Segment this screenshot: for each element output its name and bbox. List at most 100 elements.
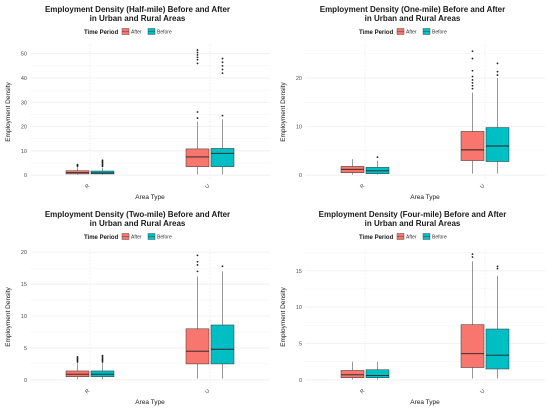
legend-label-after: After [406,235,417,241]
legend-title: Time Period [84,30,119,36]
chart-title: Employment Density (Half-mile) Before an… [45,5,230,14]
outlier-point [196,260,199,263]
y-tick-label: 0 [299,173,302,179]
legend-title: Time Period [84,235,119,241]
outlier-point [196,51,199,54]
outlier-point [471,81,474,84]
box-before-u [485,62,510,174]
chart-title-line2: in Urban and Rural Areas [365,219,461,228]
x-tick-label-u: U [479,183,486,190]
legend-label-before: Before [157,235,172,241]
box-iqr [340,370,365,378]
y-tick-label: 5 [24,346,27,352]
box-iqr [210,148,235,167]
outlier-point [101,356,104,358]
box-before-u [485,265,510,379]
panel-four-mile: Employment Density (Four-mile) Before an… [275,205,550,410]
outlier-point [196,56,199,59]
x-tick-label-r: R [84,388,91,395]
x-tick-label-r: R [359,388,366,395]
grid [30,44,270,180]
outlier-point [496,265,499,268]
outlier-point [221,61,224,64]
outlier-point [101,357,104,360]
x-tick-label-u: U [204,183,211,190]
y-tick-label: 20 [296,76,302,82]
box-iqr [485,127,510,162]
y-tick-label: 0 [24,173,27,179]
outlier-point [76,361,79,363]
outlier-point [196,62,199,65]
legend: Time Period After Before [84,233,172,241]
chart-title: Employment Density (One-mile) Before and… [320,5,506,14]
box-before-u [210,57,235,175]
chart-two-mile: Employment Density (Two-mile) Before and… [5,210,270,406]
box-after-u [185,254,210,379]
x-tick-label-u: U [479,388,486,395]
outlier-point [221,72,224,75]
outlier-point [376,156,379,159]
outlier-point [471,79,474,81]
box-after-r [340,361,365,380]
box-after-u [460,50,485,174]
x-tick-label-u: U [204,388,211,395]
grid [305,44,545,180]
x-axis-label: Area Type [135,194,165,201]
outlier-point [196,270,199,273]
panel-half-mile: Employment Density (Half-mile) Before an… [0,0,275,205]
outlier-point [76,357,79,360]
legend: Time Period After Before [84,28,172,36]
y-tick-label: 20 [21,125,27,131]
chart-title-line2: in Urban and Rural Areas [90,219,186,228]
y-tick-label: 10 [296,305,302,311]
legend: Time Period After Before [359,28,447,36]
outlier-point [101,159,104,162]
outlier-point [196,254,199,257]
outlier-point [76,358,79,361]
y-tick-label: 10 [21,314,27,320]
box-iqr [210,324,235,365]
outlier-point [471,87,474,90]
box-before-r [90,354,115,380]
y-axis-label: Employment Density [280,286,287,346]
outlier-point [496,62,499,65]
outlier-point [471,69,474,72]
outlier-point [76,356,79,358]
box-before-r [365,361,390,380]
box-after-r [340,159,365,175]
box-before-u [210,265,235,379]
x-tick-label-r: R [84,183,91,190]
outlier-point [471,57,474,60]
chart-title-line2: in Urban and Rural Areas [90,14,186,23]
y-axis-label: Employment Density [5,81,12,141]
y-tick-label: 30 [21,100,27,106]
y-tick-label: 0 [299,378,302,384]
legend-label-before: Before [432,30,447,36]
outlier-point [76,163,79,166]
outlier-point [221,265,224,268]
outlier-point [196,264,199,266]
box-before-r [90,159,115,175]
legend-label-before: Before [432,235,447,241]
outlier-point [221,57,224,60]
grid [305,249,545,385]
chart-title: Employment Density (Two-mile) Before and… [45,210,230,219]
legend-title: Time Period [359,30,394,36]
outlier-point [196,54,199,56]
panel-one-mile: Employment Density (One-mile) Before and… [275,0,550,205]
box-iqr [460,131,485,161]
panel-two-mile: Employment Density (Two-mile) Before and… [0,205,275,410]
box-iqr [485,328,510,370]
chart-four-mile: Employment Density (Four-mile) Before an… [280,210,545,406]
box-iqr [185,148,210,167]
y-tick-label: 15 [296,269,302,275]
y-tick-label: 20 [21,250,27,256]
outlier-point [221,64,224,67]
y-tick-label: 5 [299,342,302,348]
legend-label-after: After [131,30,142,36]
outlier-point [496,70,499,73]
legend: Time Period After Before [359,233,447,241]
outlier-point [221,114,224,117]
box-after-r [65,356,90,380]
